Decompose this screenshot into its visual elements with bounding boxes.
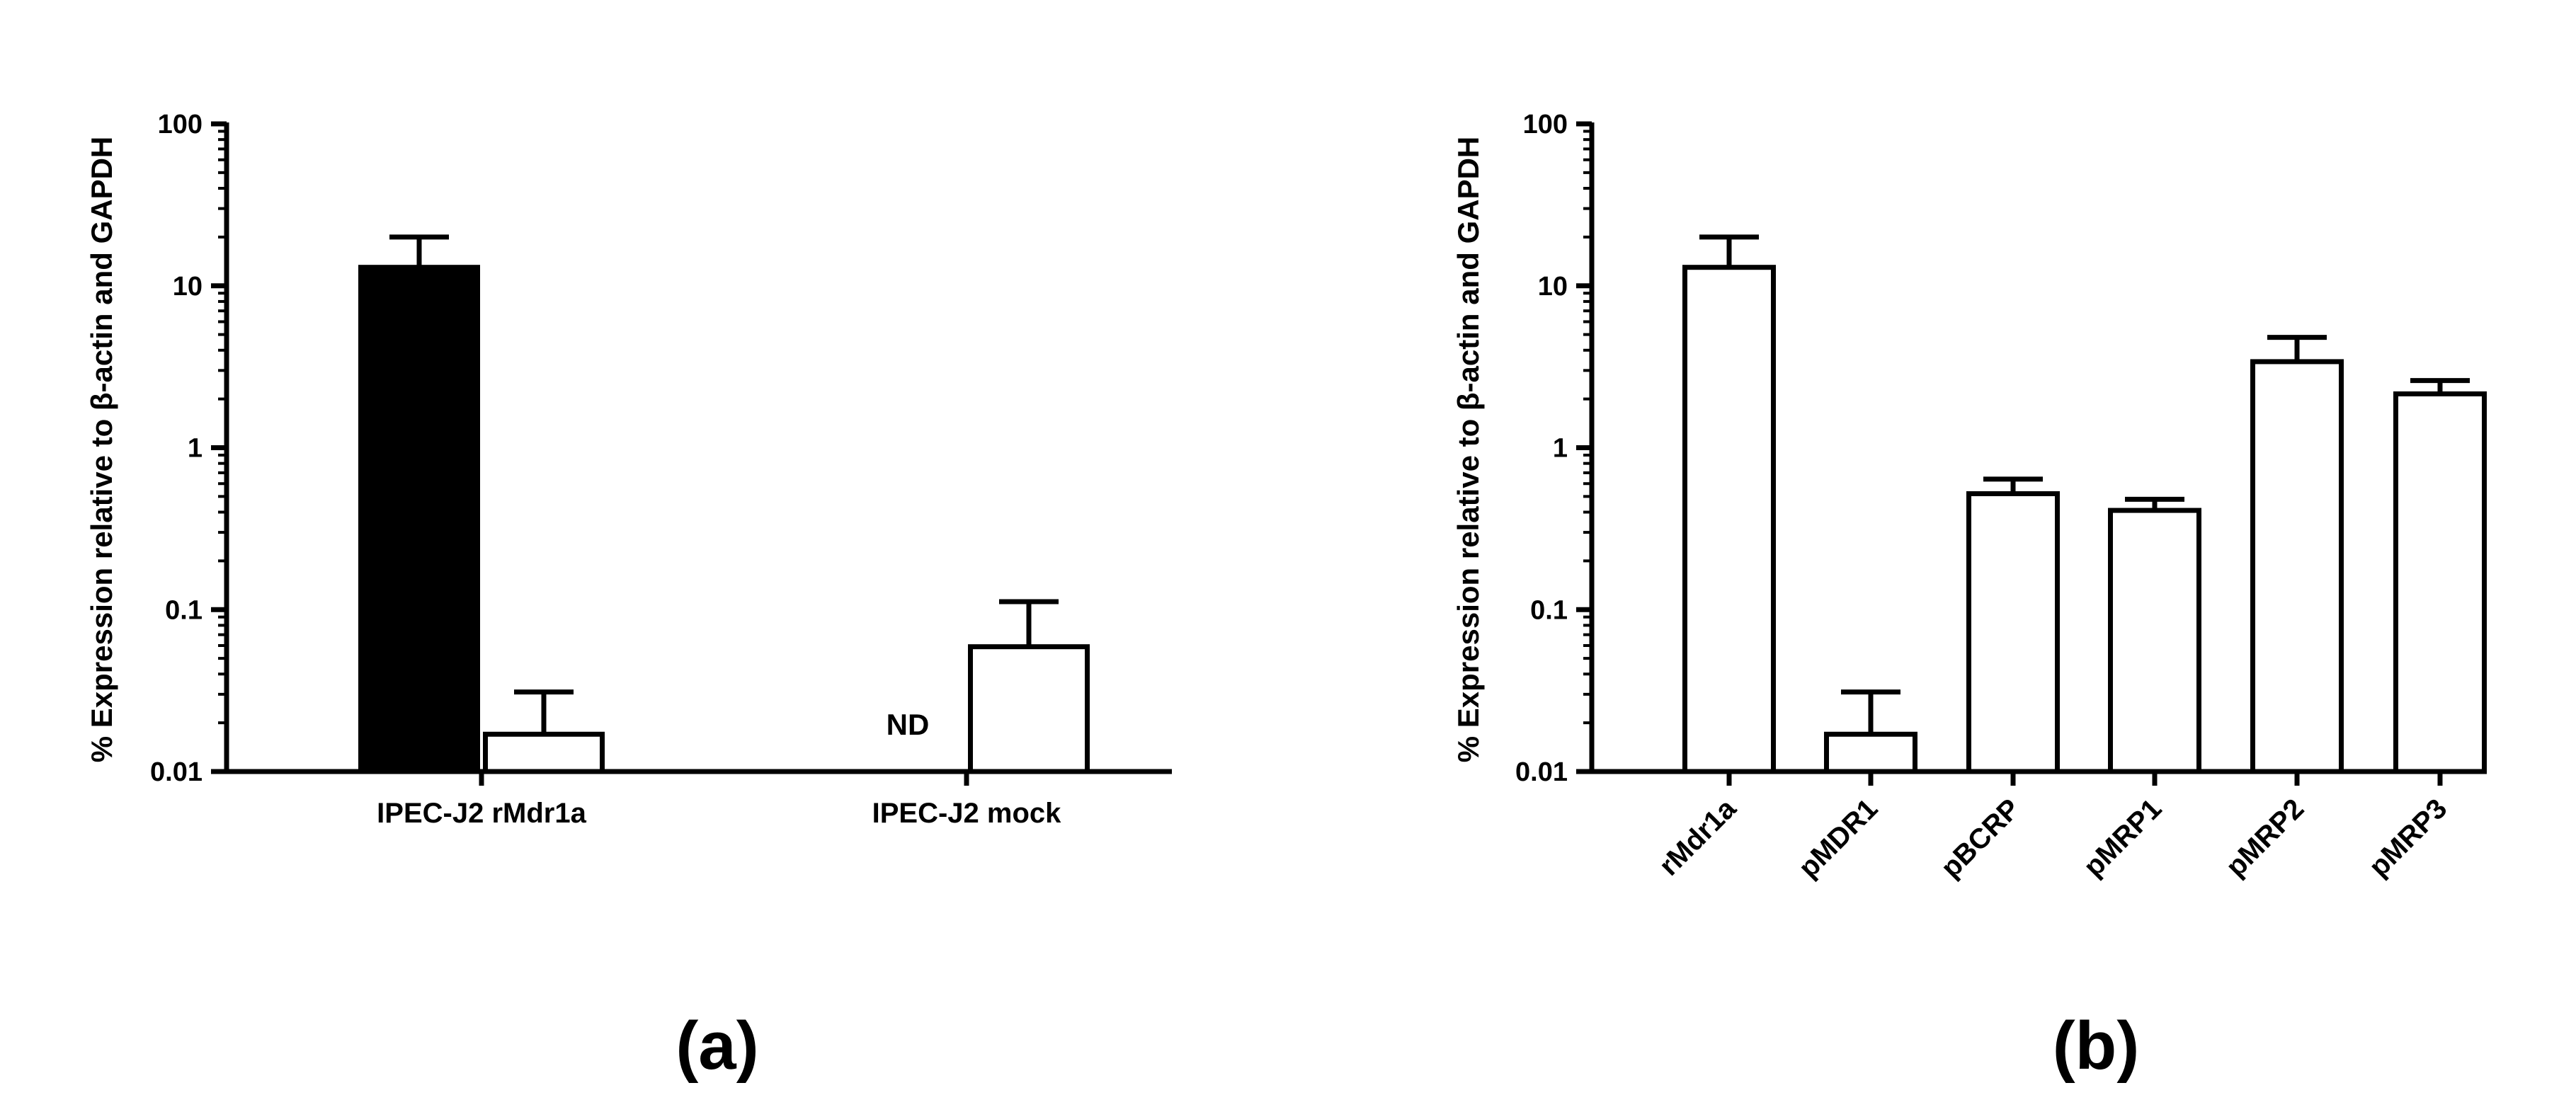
x-category-label: pMRP2	[2220, 793, 2310, 883]
bar	[1682, 265, 1776, 774]
bar	[2393, 391, 2487, 774]
x-category-label: IPEC-J2 mock	[872, 798, 1062, 829]
y-tick-label: 0.1	[1530, 595, 1568, 625]
y-tick-label: 100	[158, 110, 203, 139]
x-category-label: pMRP1	[2078, 793, 2167, 883]
y-tick-label: 0.01	[150, 757, 203, 787]
bar	[968, 644, 1090, 774]
panel-a: 100 10 1 0.1 0.01 % Expression relative to β-…	[85, 110, 1172, 1084]
y-tick-label: 0.01	[1515, 757, 1568, 787]
y-tick-label: 1	[188, 434, 203, 464]
not-detected-label: ND	[887, 708, 930, 741]
y-tick-label: 100	[1523, 110, 1568, 139]
y-axis-label: % Expression relative to β-actin and GAP…	[1452, 137, 1485, 763]
bar	[1966, 491, 2060, 774]
bar	[2250, 359, 2344, 774]
y-tick-label: 10	[173, 272, 203, 302]
panel-label: (a)	[676, 1008, 758, 1084]
x-category-label: rMdr1a	[1653, 793, 1743, 882]
bar	[1824, 731, 1917, 774]
panel-label: (b)	[2053, 1008, 2140, 1084]
bar	[358, 265, 480, 774]
y-tick-label: 0.1	[165, 595, 203, 625]
bar	[2108, 508, 2201, 774]
x-category-label: pMDR1	[1793, 793, 1884, 884]
y-tick-label: 1	[1553, 434, 1568, 464]
y-axis-label: % Expression relative to β-actin and GAP…	[85, 137, 118, 763]
x-category-label: IPEC-J2 rMdr1a	[377, 798, 586, 829]
bar	[483, 731, 605, 774]
x-category-label: pMRP3	[2363, 793, 2453, 883]
panel-b: 100 10 1 0.1 0.01 % Expression relative to β-…	[1452, 110, 2487, 1084]
y-tick-label: 10	[1538, 272, 1568, 302]
x-category-label: pBCRP	[1935, 793, 2027, 884]
